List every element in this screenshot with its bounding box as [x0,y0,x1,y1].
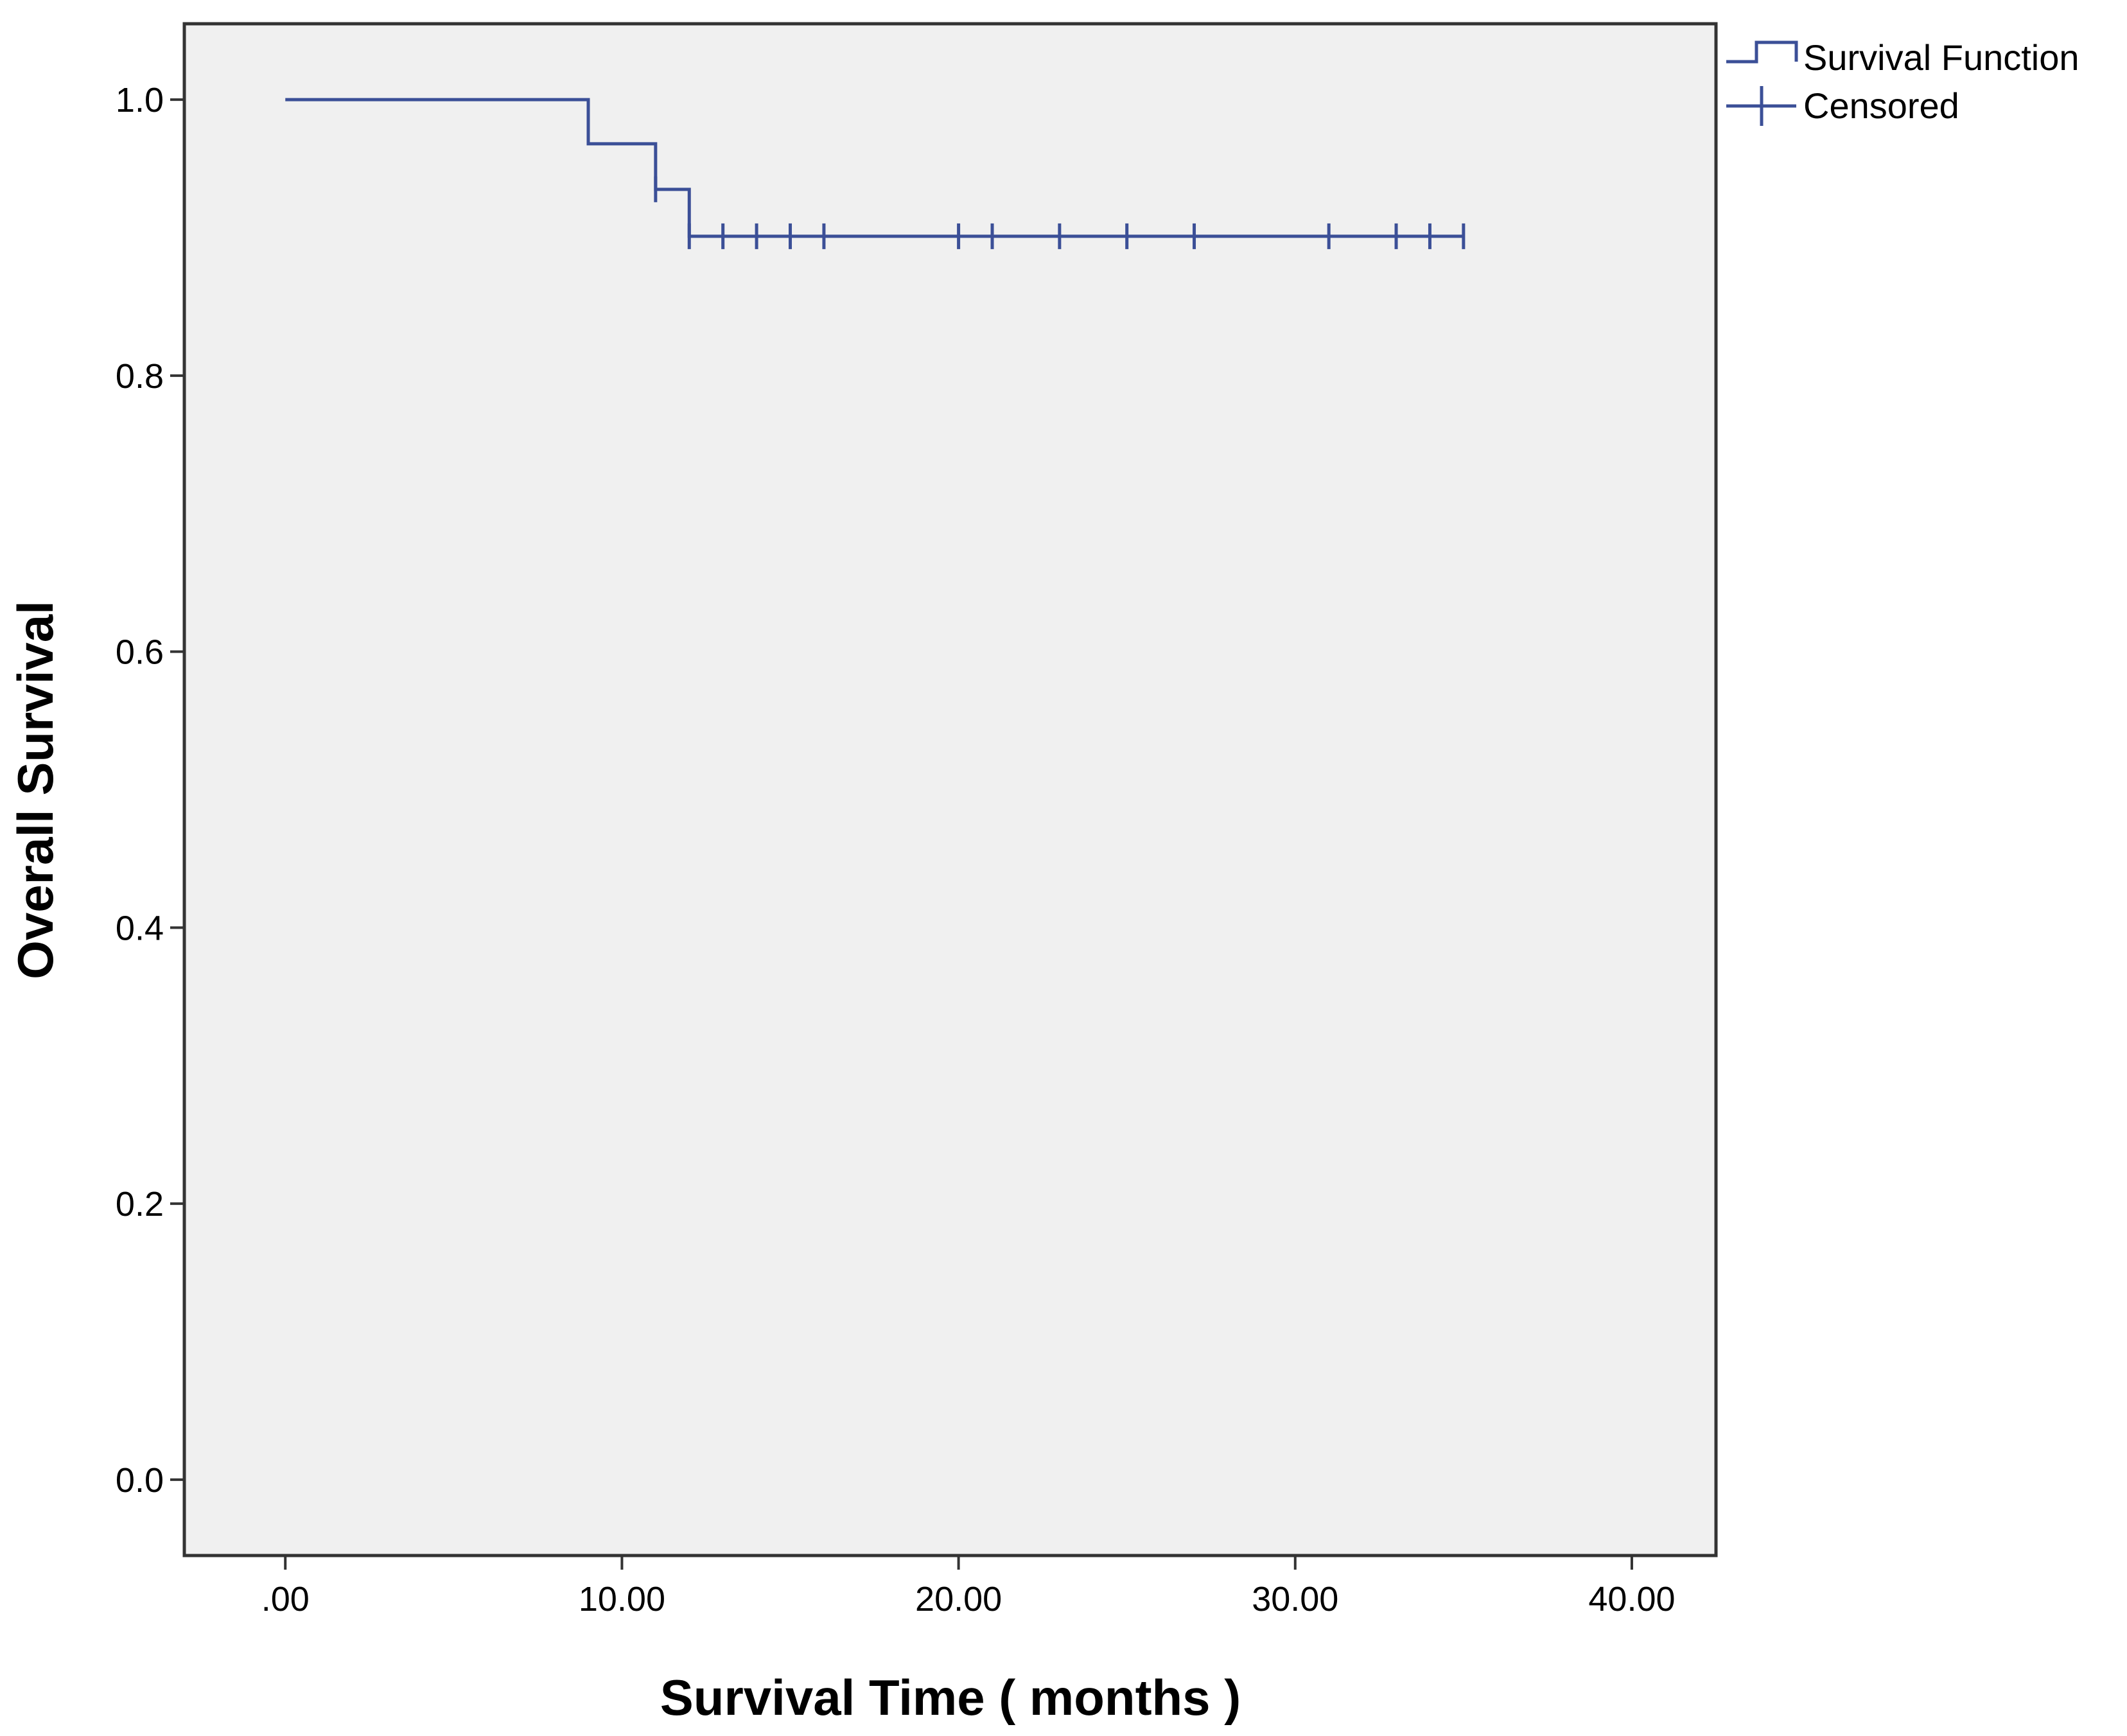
y-axis: 0.0 0.2 0.4 0.6 0.8 1.0 [116,81,184,1500]
x-tick-label: .00 [261,1580,310,1618]
x-tick-label: 20.00 [915,1580,1002,1618]
x-tick-label: 30.00 [1252,1580,1338,1618]
legend: Survival Function Censored [1726,37,2079,126]
step-line-icon [1726,40,1798,64]
censored-markers [654,176,1466,249]
y-tick-label: 0.2 [116,1185,164,1223]
legend-label-survival-function: Survival Function [1803,37,2079,78]
legend-label-censored: Censored [1803,85,1959,126]
x-axis-title: Survival Time ( months ) [660,1669,1241,1726]
y-axis-title: Overall Survival [7,601,64,979]
y-tick-label: 0.8 [116,357,164,396]
legend-item-survival-function: Survival Function [1726,37,2079,78]
x-axis: .00 10.00 20.00 30.00 40.00 [261,1556,1676,1618]
legend-item-censored: Censored [1726,85,1959,126]
x-tick-label: 10.00 [579,1580,665,1618]
y-tick-label: 0.4 [116,909,164,947]
censor-plus-icon [1726,86,1796,126]
x-tick-label: 40.00 [1588,1580,1675,1618]
plot-area [182,22,1718,1557]
y-tick-label: 0.6 [116,633,164,672]
y-tick-label: 1.0 [116,81,164,119]
y-tick-label: 0.0 [116,1461,164,1500]
